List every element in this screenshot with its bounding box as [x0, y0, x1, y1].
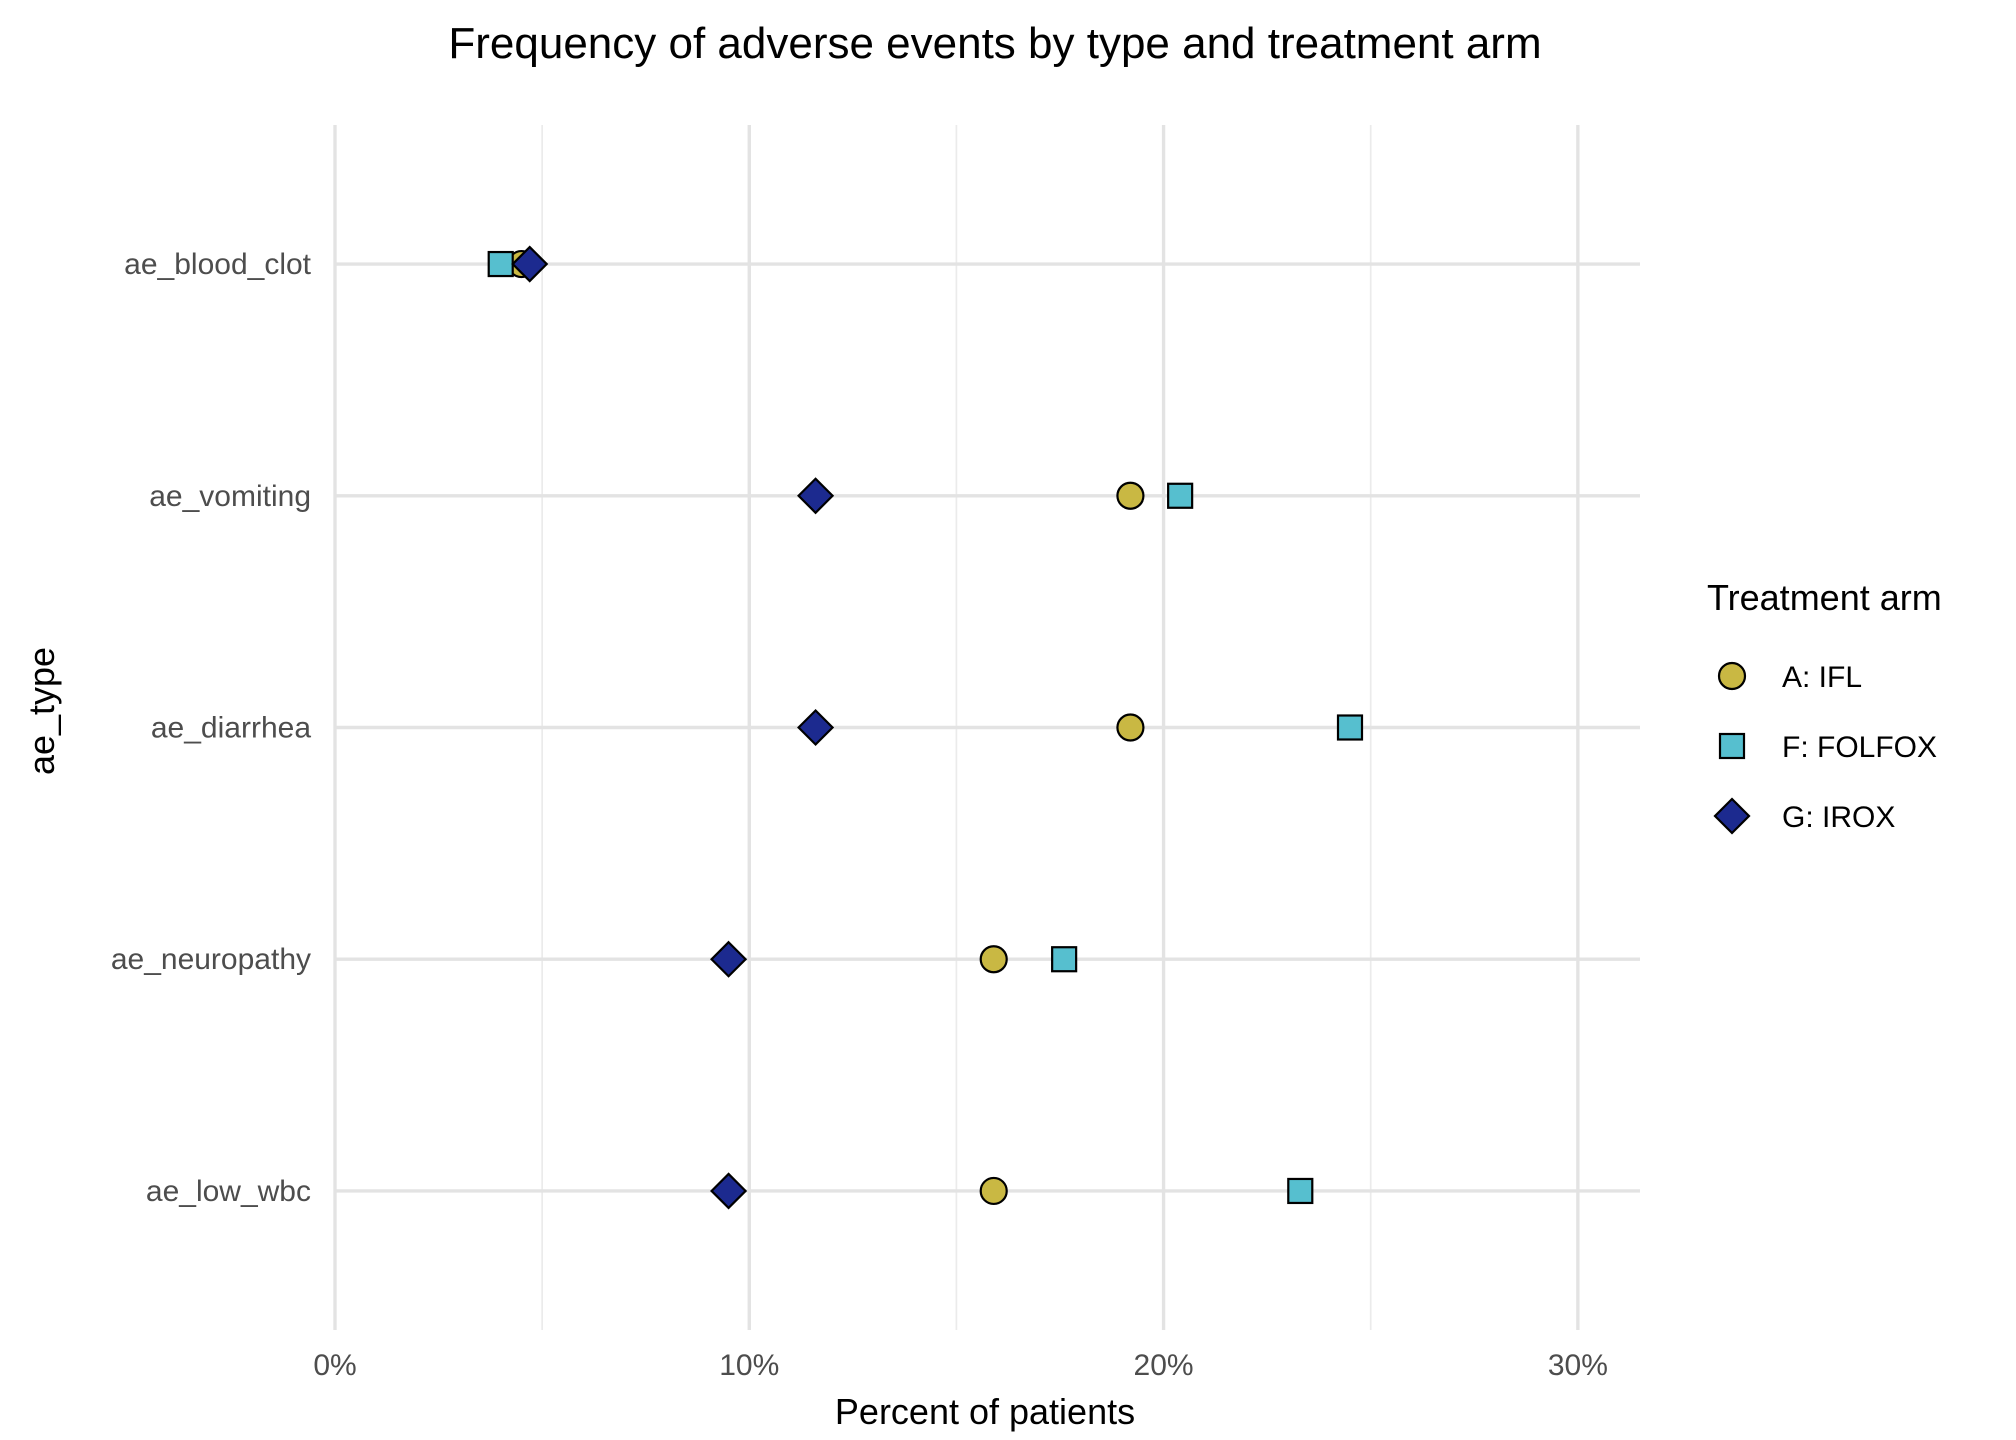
- y-tick-label: ae_blood_clot: [124, 248, 311, 281]
- data-point: [1167, 482, 1194, 509]
- y-tick-label: ae_low_wbc: [146, 1175, 311, 1208]
- y-tick-labels: ae_blood_clot ae_vomiting ae_diarrhea ae_ne…: [111, 248, 312, 1208]
- x-tick-labels: 0% 10% 20% 30%: [313, 1349, 1608, 1382]
- legend-label: F: FOLFOX: [1782, 731, 1937, 764]
- legend-label: A: IFL: [1782, 661, 1862, 694]
- chart-title: Frequency of adverse events by type and …: [448, 19, 1541, 68]
- data-point: [979, 1176, 1008, 1206]
- legend-label: G: IROX: [1782, 801, 1895, 834]
- y-tick-label: ae_neuropathy: [111, 943, 311, 976]
- data-points: [487, 245, 1364, 1210]
- x-tick-label: 30%: [1548, 1349, 1608, 1382]
- x-axis-title: Percent of patients: [835, 1391, 1135, 1432]
- legend-key: [1717, 661, 1747, 691]
- data-point: [710, 1172, 748, 1210]
- y-tick-label: ae_vomiting: [149, 480, 311, 513]
- y-axis-title: ae_type: [21, 647, 62, 775]
- x-tick-label: 0%: [313, 1349, 356, 1382]
- legend-key: [1713, 797, 1751, 835]
- grid: [333, 125, 1640, 1330]
- y-tick-label: ae_diarrhea: [151, 712, 311, 745]
- legend: Treatment arm A: IFL F: FOLFOX G: IROX: [1707, 577, 1942, 835]
- data-point: [710, 940, 748, 978]
- legend-items: A: IFL F: FOLFOX G: IROX: [1713, 661, 1937, 835]
- data-point: [1336, 714, 1364, 741]
- data-point: [1116, 481, 1145, 510]
- data-point: [1116, 713, 1145, 742]
- data-point: [797, 708, 835, 747]
- data-point: [1287, 1177, 1314, 1205]
- data-point: [1051, 946, 1078, 973]
- data-point: [797, 477, 835, 515]
- x-tick-label: 10%: [719, 1349, 779, 1382]
- legend-title: Treatment arm: [1707, 577, 1942, 618]
- data-point: [511, 245, 549, 283]
- legend-key: [1718, 732, 1746, 760]
- data-point: [979, 945, 1008, 974]
- data-point: [487, 250, 514, 278]
- x-tick-label: 20%: [1134, 1349, 1194, 1382]
